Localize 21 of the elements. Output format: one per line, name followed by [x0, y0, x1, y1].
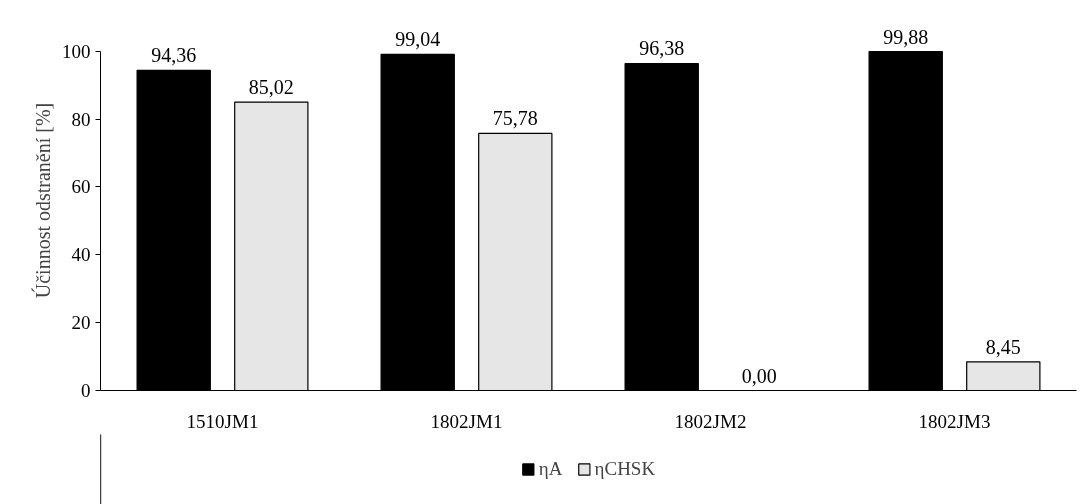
data-label: 99,04 [395, 28, 441, 51]
y-axis-title: Účinnost odstranění [%] [31, 102, 54, 299]
data-label: 0,00 [741, 364, 777, 387]
y-tick-label: 60 [71, 176, 91, 198]
data-label: 75,78 [492, 107, 538, 130]
y-tick-label: 20 [71, 312, 91, 334]
legend-label: ηA [538, 458, 563, 480]
x-tick-label: 1802JM1 [430, 410, 503, 432]
y-tick-label: 100 [62, 40, 91, 62]
x-tick-label: 1802JM3 [918, 410, 991, 432]
data-label: 85,02 [248, 76, 294, 99]
y-tick-label: 0 [81, 380, 91, 401]
y-tick-label: 80 [71, 108, 91, 130]
data-label: 96,38 [639, 37, 685, 60]
y-tick-label: 40 [71, 244, 91, 266]
data-label: 8,45 [985, 335, 1021, 358]
data-label: 99,88 [883, 25, 929, 48]
legend-label: ηCHSK [594, 458, 656, 480]
data-label: 94,36 [151, 44, 197, 67]
x-tick-label: 1802JM2 [674, 410, 747, 432]
x-tick-label: 1510JM1 [186, 410, 259, 432]
